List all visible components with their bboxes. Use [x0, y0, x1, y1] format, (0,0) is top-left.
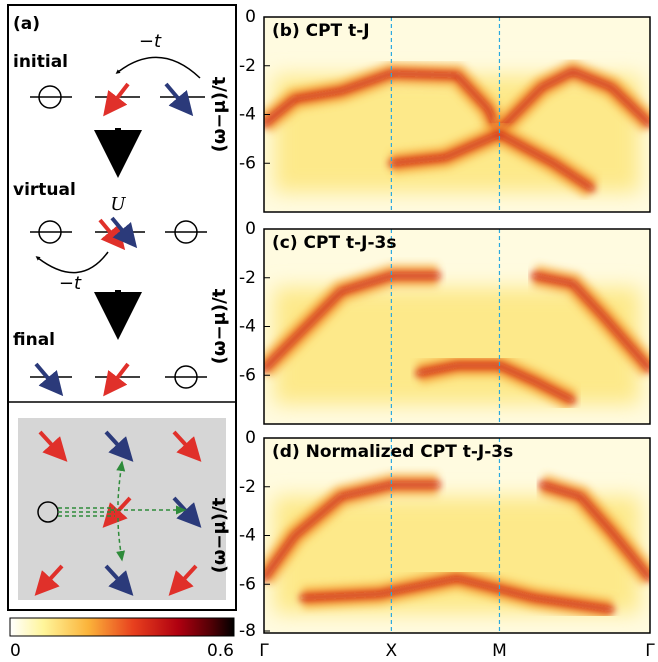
spectrum-panel: (c) CPT t-J-3s 0 -2 -4 -6 (ω−μ)/t — [209, 219, 650, 424]
colorbar-tick-label: 0.6 — [207, 641, 234, 661]
y-axis-label: (ω−μ)/t — [209, 76, 230, 152]
x-tick-label: Γ — [645, 641, 655, 661]
step-label: virtual — [13, 180, 76, 200]
x-tick-label: X — [386, 641, 398, 661]
y-tick-label: -6 — [239, 574, 256, 594]
y-tick-label: -6 — [239, 365, 256, 385]
y-tick-label: 0 — [245, 7, 256, 27]
y-tick-label: -4 — [239, 105, 256, 125]
panel-title: (c) CPT t-J-3s — [272, 233, 397, 253]
colorbar — [10, 618, 234, 636]
y-tick-label: -2 — [239, 56, 256, 76]
y-tick-label: 0 — [245, 428, 256, 448]
x-tick-label: Γ — [259, 641, 269, 661]
hop-label: −t — [139, 31, 162, 52]
y-axis-label: (ω−μ)/t — [209, 288, 230, 364]
colorbar-tick-label: 0 — [10, 641, 21, 661]
panel-title: (b) CPT t-J — [272, 21, 370, 41]
x-tick-label: M — [492, 641, 507, 661]
spectrum-panel: (b) CPT t-J 0 -2 -4 -6 (ω−μ)/t — [209, 7, 650, 212]
panel-label: (a) — [13, 14, 40, 34]
hop-label: −t — [59, 273, 82, 294]
y-tick-label: 0 — [245, 219, 256, 239]
heatmap — [264, 17, 650, 212]
y-tick-label: -6 — [239, 153, 256, 173]
heatmap — [264, 229, 650, 424]
step-label: final — [13, 330, 55, 350]
y-tick-label: -2 — [239, 268, 256, 288]
panel-a: (a) initial virtual final −t −t U — [8, 5, 236, 610]
heatmap — [264, 438, 650, 633]
y-axis-label: (ω−μ)/t — [209, 497, 230, 573]
y-tick-label: -4 — [239, 526, 256, 546]
step-label: initial — [13, 52, 68, 72]
y-tick-label: -8 — [239, 621, 256, 641]
y-tick-label: -2 — [239, 477, 256, 497]
interaction-label: U — [110, 194, 126, 215]
panel-title: (d) Normalized CPT t-J-3s — [272, 442, 513, 462]
figure: (a) initial virtual final −t −t U — [0, 0, 658, 662]
spectrum-panel: (d) Normalized CPT t-J-3s 0 -2 -4 -6 -8 (ω−μ)/… — [209, 428, 650, 641]
y-tick-label: -4 — [239, 317, 256, 337]
